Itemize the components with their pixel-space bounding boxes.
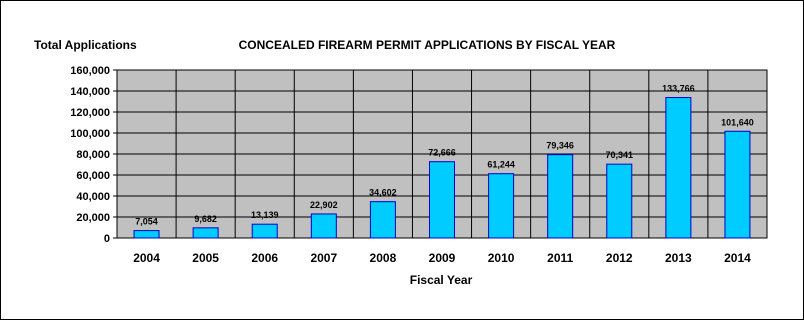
- x-axis-title: Fiscal Year: [410, 273, 473, 287]
- bar-value-label: 101,640: [721, 117, 754, 127]
- bar-2008: [369, 201, 396, 239]
- x-tick-label: 2008: [370, 251, 397, 265]
- y-tick-label: 80,000: [76, 149, 110, 161]
- x-tick-label: 2011: [547, 251, 573, 265]
- bar-value-label: 22,902: [310, 200, 338, 210]
- y-tick-label: 0: [104, 233, 110, 245]
- x-tick-label: 2013: [665, 251, 692, 265]
- x-tick-label: 2010: [488, 251, 515, 265]
- bar-2005: [192, 227, 219, 239]
- y-axis-title: Total Applications: [34, 38, 137, 52]
- plot-area: 0 20,000 40,000 60,000 80,000 100,000 120,000 1…: [70, 65, 768, 265]
- x-tick-label: 2012: [606, 251, 633, 265]
- y-tick-label: 20,000: [76, 212, 110, 224]
- x-tick-label: 2006: [251, 251, 278, 265]
- x-tick-label: 2009: [429, 251, 456, 265]
- bar-value-label: 61,244: [487, 160, 515, 170]
- bar-value-label: 34,602: [369, 188, 397, 198]
- x-tick-label: 2014: [724, 251, 751, 265]
- bar-2010: [488, 173, 515, 239]
- x-tick-label: 2005: [192, 251, 219, 265]
- bar-2006: [251, 223, 278, 239]
- bar-value-label: 7,054: [135, 217, 158, 227]
- y-tick-label: 40,000: [76, 191, 110, 203]
- bar-value-label: 79,346: [546, 141, 574, 151]
- bar-2009: [429, 161, 455, 239]
- y-tick-label: 100,000: [70, 128, 110, 140]
- bar-value-label: 9,682: [194, 214, 217, 224]
- y-tick-label: 160,000: [70, 65, 110, 77]
- bar-value-label: 72,666: [428, 148, 456, 158]
- bar-2012: [606, 163, 633, 239]
- bar-2007: [310, 213, 337, 239]
- bar-value-label: 13,139: [251, 210, 279, 220]
- bar-value-label: 70,341: [606, 150, 634, 160]
- x-tick-label: 2004: [133, 251, 160, 265]
- bar-2011: [547, 154, 574, 239]
- y-tick-label: 60,000: [76, 170, 110, 182]
- chart-title: CONCEALED FIREARM PERMIT APPLICATIONS BY…: [239, 38, 616, 52]
- y-tick-label: 120,000: [70, 107, 110, 119]
- bar-2014: [724, 130, 751, 239]
- bar-value-label: 133,766: [662, 84, 695, 94]
- bar-2013: [665, 97, 692, 239]
- bar-2004: [133, 230, 160, 239]
- x-tick-label: 2007: [310, 251, 337, 265]
- y-tick-label: 140,000: [70, 86, 110, 98]
